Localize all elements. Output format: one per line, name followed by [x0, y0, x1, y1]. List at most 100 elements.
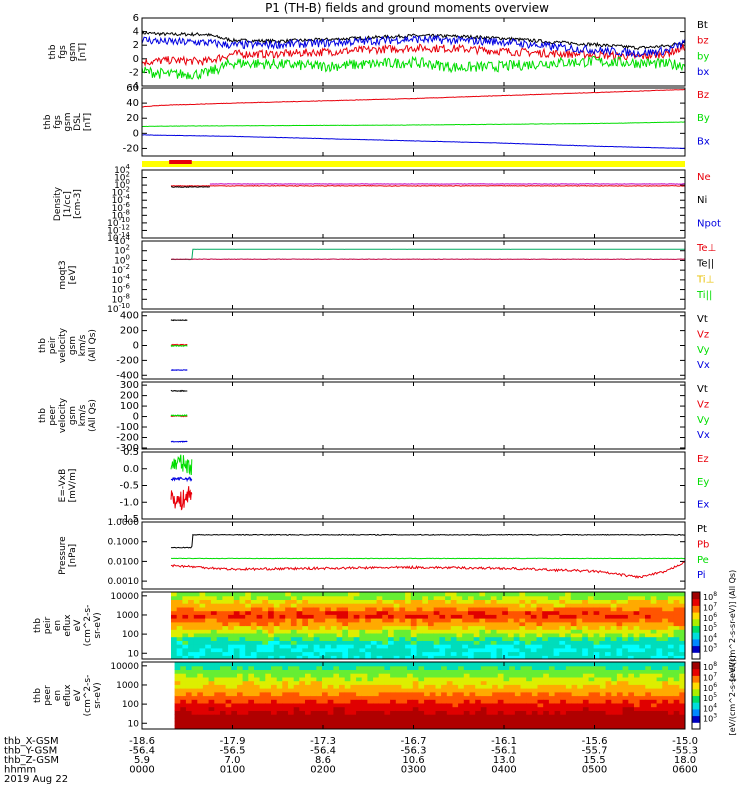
spectrogram-cell	[622, 699, 629, 704]
spectrogram-cell	[542, 636, 549, 641]
spectrogram-cell	[216, 599, 223, 604]
spectrogram-cell	[313, 599, 320, 604]
spectrogram-cell	[205, 651, 212, 656]
spectrogram-cell	[668, 710, 675, 715]
spectrogram-cell	[262, 647, 269, 653]
spectrogram-cell	[288, 721, 295, 726]
spectrogram-cell	[519, 647, 526, 653]
spectrogram-cell	[628, 721, 635, 726]
spectrogram-cell	[633, 618, 640, 623]
spectrogram-cell	[410, 595, 418, 600]
spectrogram-cell	[502, 606, 509, 612]
spectrogram-cell	[656, 699, 663, 704]
spectrogram-cell	[395, 714, 403, 719]
axis-row-value: -56.5	[220, 746, 246, 757]
spectrogram-cell	[233, 606, 241, 612]
spectrogram-cell	[622, 680, 629, 685]
spectrogram-cell	[412, 669, 420, 674]
spectrogram-cell	[316, 695, 323, 700]
spectrogram-cell	[554, 669, 561, 674]
spectrogram-cell	[668, 680, 675, 685]
spectrogram-cell	[570, 640, 578, 645]
colorbar-tick-label: 104	[703, 632, 717, 643]
spectrogram-cell	[376, 595, 383, 600]
spectrogram-cell	[330, 610, 338, 615]
spectrogram-cell	[293, 673, 300, 678]
spectrogram-cell	[616, 603, 623, 608]
spectrogram-cell	[582, 644, 589, 649]
spectrogram-cell	[486, 684, 493, 689]
spectrogram-cell	[310, 680, 317, 685]
spectrogram-cell	[216, 651, 223, 656]
spectrogram-cell	[452, 702, 459, 708]
colorbar-tick-label: 103	[703, 643, 717, 654]
spectrogram-cell	[365, 606, 372, 612]
spectrogram-cell	[299, 695, 306, 700]
spectrogram-cell	[582, 606, 589, 612]
spectrogram-cell	[302, 625, 309, 630]
spectrogram-cell	[458, 680, 465, 685]
spectrogram-cell	[435, 676, 442, 682]
spectrogram-cell	[429, 684, 437, 689]
spectrogram-cell	[627, 603, 635, 608]
spectrogram-cell	[171, 614, 178, 619]
spectrogram-cell	[679, 710, 685, 715]
spectrogram-cell	[302, 655, 309, 659]
spectrogram-cell	[250, 614, 258, 619]
spectrogram-cell	[530, 629, 538, 634]
spectrogram-cell	[656, 592, 663, 597]
spectrogram-cell	[536, 636, 543, 641]
spectrogram-cell	[339, 676, 346, 682]
y-axis-label-line: gsm	[68, 42, 78, 61]
spectrogram-cell	[330, 655, 338, 659]
spectrogram-cell	[210, 603, 218, 608]
y-axis-label-line: gsm	[63, 112, 73, 131]
spectrogram-cell	[370, 614, 378, 619]
spectrogram-cell	[502, 625, 509, 630]
spectrogram-cell	[370, 603, 378, 608]
spectrogram-cell	[185, 721, 193, 726]
spectrogram-cell	[302, 614, 309, 619]
colorbar-label: [eV/(cm^2-s-sr-eV)]	[728, 656, 737, 736]
spectrogram-cell	[662, 632, 669, 638]
spectrogram-cell	[367, 676, 374, 682]
spectrogram-cell	[339, 710, 346, 715]
spectrogram-cell	[588, 662, 595, 667]
spectrogram-cell	[225, 669, 232, 674]
spectrogram-cell	[627, 655, 635, 659]
spectrogram-cell	[336, 606, 343, 612]
spectrogram-cell	[344, 676, 351, 682]
spectrogram-cell	[565, 688, 573, 693]
spectrogram-cell	[611, 680, 618, 685]
spectrogram-cell	[627, 606, 635, 612]
spectrogram-cell	[382, 629, 389, 634]
spectrogram-cell	[441, 710, 448, 715]
spectrogram-cell	[452, 699, 459, 704]
spectrogram-cell	[639, 714, 646, 719]
spectrogram-cell	[296, 651, 303, 656]
spectrogram-cell	[452, 676, 459, 682]
spectrogram-cell	[199, 647, 206, 653]
spectrogram-cell	[639, 621, 646, 627]
spectrogram-cell	[639, 699, 646, 704]
spectrogram-cell	[182, 644, 189, 649]
spectrogram-cell	[622, 706, 629, 711]
spectrogram-cell	[378, 714, 385, 719]
spectrogram-cell	[565, 702, 573, 708]
spectrogram-cell	[582, 625, 589, 630]
spectrogram-cell	[390, 702, 397, 708]
spectrogram-cell	[245, 595, 252, 600]
spectrogram-cell	[525, 625, 532, 630]
spectrogram-cell	[463, 691, 471, 697]
spectrogram-cell	[412, 725, 420, 729]
spectrogram-cell	[231, 714, 238, 719]
spectrogram-cell	[576, 610, 583, 615]
spectrogram-cell	[502, 599, 509, 604]
spectrogram-cell	[507, 621, 515, 627]
y-axis-label-line: velocity	[58, 327, 68, 363]
spectrogram-cell	[433, 655, 440, 659]
spectrogram-cell	[410, 625, 418, 630]
spectrogram-cell	[424, 691, 431, 697]
spectrogram-cell	[185, 688, 193, 693]
spectrogram-cell	[645, 595, 652, 600]
